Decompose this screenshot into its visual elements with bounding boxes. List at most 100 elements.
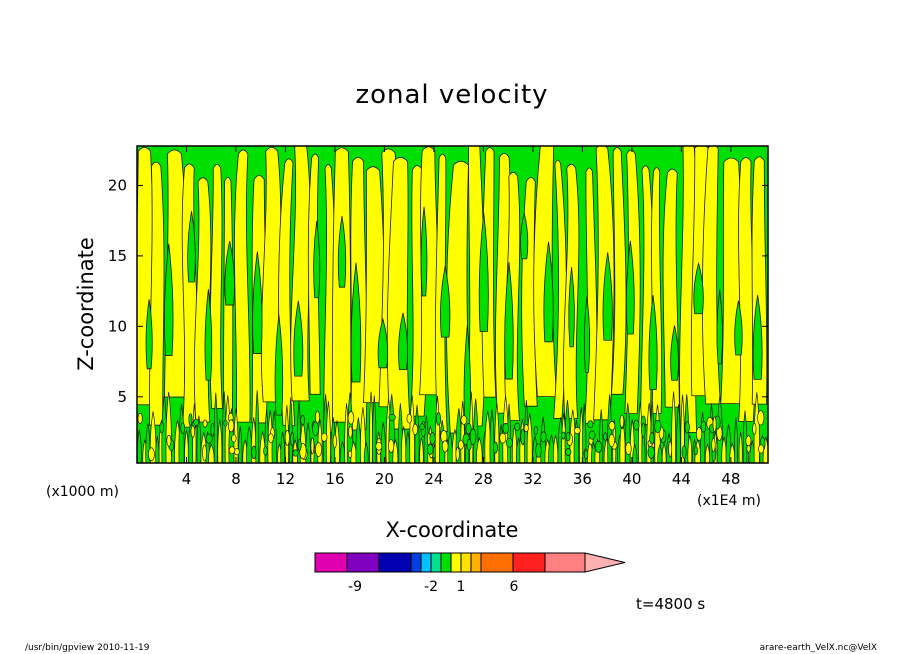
small-cell bbox=[321, 432, 328, 442]
small-cell bbox=[426, 443, 434, 455]
small-cell bbox=[565, 448, 572, 456]
x-tick-label-5: 24 bbox=[424, 470, 443, 488]
green-streak bbox=[752, 294, 763, 380]
small-cell bbox=[312, 421, 319, 437]
small-cell bbox=[388, 413, 396, 421]
small-cell bbox=[502, 422, 509, 434]
small-cell bbox=[654, 419, 662, 434]
lower-cell bbox=[178, 403, 185, 463]
y-tick-label-0: 5 bbox=[117, 388, 127, 406]
small-cell bbox=[297, 439, 302, 451]
small-cell bbox=[284, 429, 290, 446]
lower-cell bbox=[409, 394, 415, 463]
lower-cell bbox=[217, 419, 223, 463]
x-tick-label-2: 12 bbox=[276, 470, 295, 488]
x-tick-label-8: 36 bbox=[573, 470, 592, 488]
green-streak bbox=[504, 262, 514, 380]
small-cell bbox=[166, 434, 172, 447]
green-streak bbox=[224, 241, 235, 306]
x-tick-label-4: 20 bbox=[375, 470, 394, 488]
yellow-plume bbox=[234, 149, 251, 423]
small-cell bbox=[314, 410, 320, 424]
lower-cell bbox=[687, 435, 693, 463]
green-streak bbox=[734, 300, 743, 356]
footer-right: arare-earth_VelX.nc@VelX bbox=[760, 643, 877, 653]
velocity-fill bbox=[137, 146, 768, 463]
small-cell bbox=[263, 446, 268, 456]
small-cell bbox=[180, 422, 186, 434]
colorbar-arrow bbox=[584, 552, 626, 573]
colorbar-segment-1 bbox=[346, 552, 380, 573]
small-cell bbox=[681, 445, 687, 459]
small-cell bbox=[752, 422, 757, 435]
green-streak bbox=[670, 325, 679, 381]
plot-area bbox=[136, 145, 769, 464]
yellow-plume bbox=[149, 161, 165, 426]
small-cell bbox=[696, 426, 703, 441]
colorbar-tick-label-1: -2 bbox=[424, 579, 438, 595]
small-cell bbox=[540, 431, 547, 443]
small-cell bbox=[533, 426, 538, 435]
small-cell bbox=[347, 411, 355, 425]
small-cell bbox=[290, 432, 295, 447]
green-streak bbox=[478, 213, 489, 332]
x-tick-label-7: 32 bbox=[523, 470, 542, 488]
small-cell bbox=[603, 432, 608, 441]
small-cell bbox=[535, 443, 542, 458]
small-cell bbox=[441, 440, 449, 453]
y-tick-label-2: 15 bbox=[108, 247, 127, 265]
small-cell bbox=[210, 422, 215, 437]
small-cell bbox=[332, 434, 337, 449]
lower-cell bbox=[671, 391, 676, 463]
colorbar-tick-label-2: 1 bbox=[457, 579, 466, 595]
green-streak bbox=[164, 243, 174, 356]
small-cell bbox=[466, 439, 472, 451]
colorbar-segment-6 bbox=[440, 552, 452, 573]
x-axis: 4 8 12 16 20 24 28 32 36 40 44 48 bbox=[182, 146, 740, 488]
green-streak bbox=[693, 261, 704, 315]
x-tick-label-3: 16 bbox=[325, 470, 344, 488]
small-cell bbox=[457, 440, 464, 450]
small-cell bbox=[641, 423, 646, 438]
green-streak bbox=[204, 289, 213, 381]
small-cell bbox=[193, 418, 199, 426]
green-streak bbox=[293, 300, 304, 377]
green-streak bbox=[274, 314, 284, 416]
green-streak bbox=[625, 240, 635, 335]
small-cell bbox=[388, 439, 395, 453]
small-cell bbox=[649, 432, 655, 445]
lower-cell bbox=[526, 413, 533, 463]
x-tick-label-9: 40 bbox=[622, 470, 641, 488]
green-streak bbox=[350, 262, 362, 383]
x-tick-label-0: 4 bbox=[182, 470, 192, 488]
lower-cell bbox=[661, 442, 667, 463]
lower-cell bbox=[334, 420, 340, 463]
small-cell bbox=[757, 410, 765, 426]
lower-cell bbox=[632, 443, 638, 463]
small-cell bbox=[148, 447, 155, 462]
small-cell bbox=[469, 428, 477, 445]
small-cell bbox=[419, 423, 425, 431]
small-cell bbox=[348, 425, 353, 439]
small-cell bbox=[460, 415, 468, 425]
small-cell bbox=[455, 447, 460, 461]
colorbar-segment-8 bbox=[460, 552, 472, 573]
small-cell bbox=[292, 449, 299, 457]
small-cell bbox=[565, 431, 571, 442]
small-cell bbox=[745, 435, 752, 447]
green-streak bbox=[568, 266, 575, 348]
x-axis-title: X-coordinate bbox=[386, 518, 519, 542]
small-cell bbox=[523, 424, 529, 433]
small-cell bbox=[587, 420, 594, 429]
small-cell bbox=[633, 419, 640, 431]
small-cell bbox=[647, 445, 655, 459]
colorbar-segment-2 bbox=[378, 552, 412, 573]
green-streak bbox=[377, 317, 389, 369]
plot-frame bbox=[136, 145, 769, 464]
small-cell bbox=[746, 444, 751, 453]
small-cell bbox=[625, 442, 632, 456]
colorbar-segment-11 bbox=[512, 552, 546, 573]
small-cell bbox=[223, 419, 228, 427]
small-cell bbox=[711, 437, 716, 453]
